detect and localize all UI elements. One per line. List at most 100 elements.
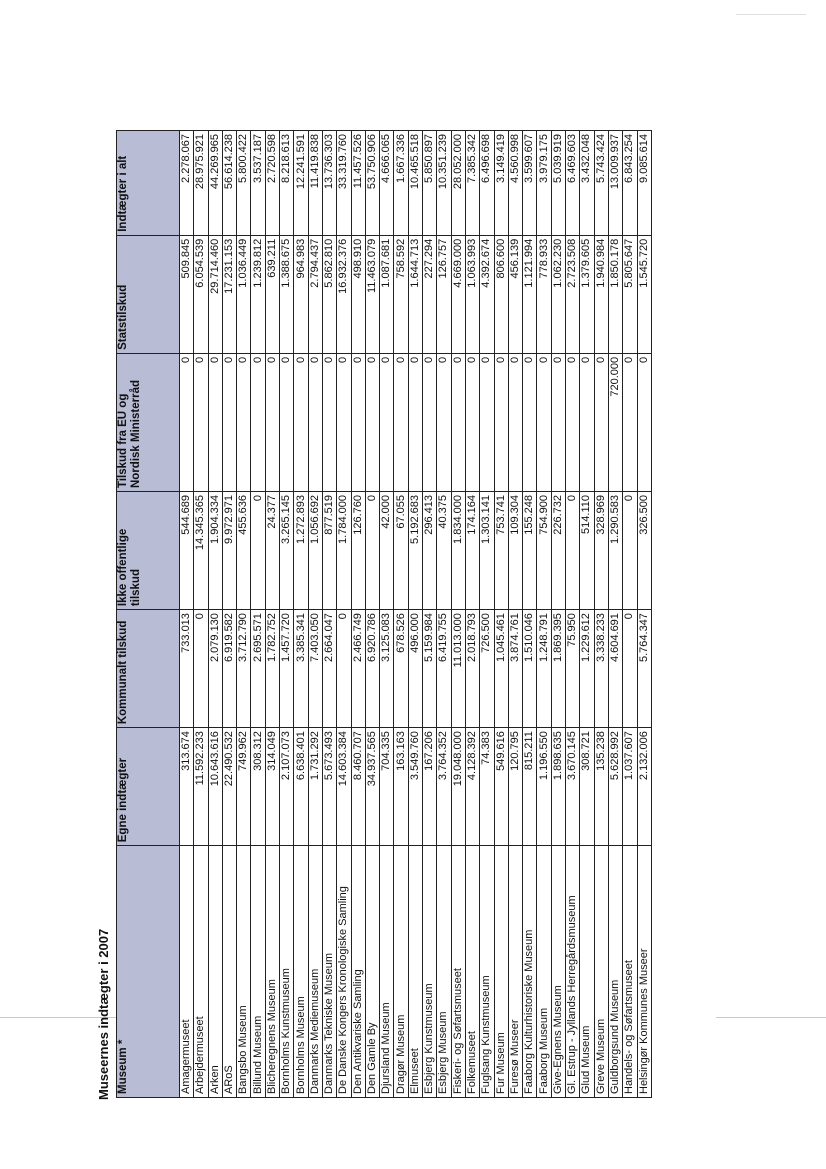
amount-cell: 9.085.614 bbox=[637, 130, 652, 236]
table-row: Folkemuseet 4.128.392 2.018.793 174.164 0 1.0… bbox=[465, 130, 480, 1098]
amount-cell: 0 bbox=[408, 353, 423, 492]
amount-cell: 24.377 bbox=[265, 491, 280, 610]
table-row: Den Gamle By 34.937.565 6.920.786 0 0 11.463.… bbox=[365, 130, 380, 1098]
amount-cell: 0 bbox=[193, 609, 209, 728]
amount-cell: 1.510.046 bbox=[522, 609, 537, 728]
table-row: Helsingør Kommunes Museer 2.132.006 5.764.… bbox=[637, 130, 652, 1098]
amount-cell: 67.055 bbox=[393, 491, 409, 610]
amount-cell: 2.466.749 bbox=[351, 609, 366, 728]
museum-name-cell: Fur Museum bbox=[494, 845, 509, 1098]
amount-cell: 1.834.000 bbox=[451, 491, 466, 610]
amount-cell: 33.319.760 bbox=[336, 130, 352, 236]
table-row: Bornholms Museum 6.638.401 3.385.341 1.272.… bbox=[293, 130, 309, 1098]
amount-cell: 14.345.365 bbox=[193, 491, 209, 610]
amount-cell: 74.383 bbox=[479, 727, 495, 846]
column-header: Museum * bbox=[116, 845, 180, 1098]
amount-cell: 2.107.073 bbox=[279, 727, 294, 846]
amount-cell: 3.338.233 bbox=[594, 609, 609, 728]
amount-cell: 0 bbox=[479, 353, 495, 492]
museum-name-cell: Blicheregnens Museum bbox=[265, 845, 280, 1098]
table-body: Amagermuseet 313.674 733.013 544.689 0 509.84… bbox=[179, 130, 652, 1098]
amount-cell: 2.695.571 bbox=[250, 609, 266, 728]
amount-cell: 75.950 bbox=[565, 609, 580, 728]
table-row: Arbejdermuseet 11.592.233 0 14.345.365 0 6.05… bbox=[193, 130, 209, 1098]
amount-cell: 12.241.591 bbox=[293, 130, 309, 236]
amount-cell: 749.962 bbox=[236, 727, 251, 846]
amount-cell: 1.045.461 bbox=[494, 609, 509, 728]
museum-name-cell: Guldborgsund Museum bbox=[608, 845, 623, 1098]
amount-cell: 13.009.937 bbox=[608, 130, 623, 236]
amount-cell: 0 bbox=[622, 491, 637, 610]
amount-cell: 326.500 bbox=[637, 491, 652, 610]
amount-cell: 1.062.230 bbox=[551, 235, 566, 354]
amount-cell: 1.272.893 bbox=[293, 491, 309, 610]
amount-cell: 10.351.239 bbox=[436, 130, 452, 236]
amount-cell: 3.712.790 bbox=[236, 609, 251, 728]
amount-cell: 53.750.906 bbox=[365, 130, 380, 236]
amount-cell: 2.018.793 bbox=[465, 609, 480, 728]
amount-cell: 6.469.603 bbox=[565, 130, 580, 236]
table-row: Fur Museum 549.616 1.045.461 753.741 0 806.60… bbox=[494, 130, 509, 1098]
museum-name-cell: Bangsbo Museum bbox=[236, 845, 251, 1098]
amount-cell: 0 bbox=[336, 353, 352, 492]
amount-cell: 226.732 bbox=[551, 491, 566, 610]
museum-name-cell: Greve Museum bbox=[594, 845, 609, 1098]
table-row: Glud Museum 308.721 1.229.612 514.110 0 1.379… bbox=[579, 130, 595, 1098]
amount-cell: 3.599.607 bbox=[522, 130, 537, 236]
amount-cell: 11.592.233 bbox=[193, 727, 209, 846]
amount-cell: 778.933 bbox=[536, 235, 552, 354]
amount-cell: 4.666.065 bbox=[379, 130, 394, 236]
amount-cell: 6.920.786 bbox=[365, 609, 380, 728]
amount-cell: 1.239.812 bbox=[250, 235, 266, 354]
table-row: Furesø Museer 120.795 3.874.761 109.304 0 456… bbox=[508, 130, 523, 1098]
museum-name-cell: De Danske Kongers Kronologiske Samling bbox=[336, 845, 352, 1098]
column-header: Statstilskud bbox=[116, 235, 180, 354]
amount-cell: 0 bbox=[393, 353, 409, 492]
amount-cell: 11.013.000 bbox=[451, 609, 466, 728]
amount-cell: 0 bbox=[594, 353, 609, 492]
table-row: Fuglsang Kunstmuseum 74.383 726.500 1.303.1… bbox=[479, 130, 495, 1098]
amount-cell: 40.375 bbox=[436, 491, 452, 610]
amount-cell: 2.723.508 bbox=[565, 235, 580, 354]
amount-cell: 0 bbox=[579, 353, 595, 492]
amount-cell: 5.850.897 bbox=[422, 130, 437, 236]
museum-name-cell: Esbjerg Kunstmuseum bbox=[422, 845, 437, 1098]
scan-artifact-line bbox=[0, 1017, 116, 1018]
amount-cell: 0 bbox=[536, 353, 552, 492]
amount-cell: 308.312 bbox=[250, 727, 266, 846]
amount-cell: 44.269.965 bbox=[208, 130, 223, 236]
table-row: Handels- og Søfartsmuseet 1.037.607 0 0 0 5.8… bbox=[622, 130, 637, 1098]
amount-cell: 3.537.187 bbox=[250, 130, 266, 236]
table-row: Esbjerg Museum 3.764.352 6.419.755 40.375 0 1… bbox=[436, 130, 452, 1098]
amount-cell: 3.125.083 bbox=[379, 609, 394, 728]
amount-cell: 1.898.635 bbox=[551, 727, 566, 846]
museum-name-cell: Djursland Museum bbox=[379, 845, 394, 1098]
table-row: Greve Museum 135.238 3.338.233 328.969 0 1.94… bbox=[594, 130, 609, 1098]
museum-name-cell: Give-Egnens Museum bbox=[551, 845, 566, 1098]
amount-cell: 0 bbox=[451, 353, 466, 492]
amount-cell: 6.843.254 bbox=[622, 130, 637, 236]
amount-cell: 0 bbox=[208, 353, 223, 492]
amount-cell: 0 bbox=[565, 491, 580, 610]
amount-cell: 28.975.921 bbox=[193, 130, 209, 236]
amount-cell: 1.037.607 bbox=[622, 727, 637, 846]
amount-cell: 704.335 bbox=[379, 727, 394, 846]
column-header: Indtægter i alt bbox=[116, 130, 180, 236]
amount-cell: 10.643.616 bbox=[208, 727, 223, 846]
museum-name-cell: Folkemuseet bbox=[465, 845, 480, 1098]
amount-cell: 4.392.674 bbox=[479, 235, 495, 354]
amount-cell: 0 bbox=[265, 353, 280, 492]
table-row: ARoS 22.490.532 6.919.582 9.972.971 0 17.231.… bbox=[222, 130, 237, 1098]
table-row: Bornholms Kunstmuseum 2.107.073 1.457.720 3… bbox=[279, 130, 294, 1098]
amount-cell: 1.904.334 bbox=[208, 491, 223, 610]
amount-cell: 2.079.130 bbox=[208, 609, 223, 728]
page-title: Museernes indtægter i 2007 bbox=[96, 928, 111, 1100]
museum-name-cell: Danmarks Tekniske Museum bbox=[322, 845, 337, 1098]
amount-cell: 0 bbox=[279, 353, 294, 492]
amount-cell: 1.784.000 bbox=[336, 491, 352, 610]
amount-cell: 4.604.691 bbox=[608, 609, 623, 728]
amount-cell: 3.874.761 bbox=[508, 609, 523, 728]
amount-cell: 720.000 bbox=[608, 353, 623, 492]
amount-cell: 109.304 bbox=[508, 491, 523, 610]
amount-cell: 5.039.919 bbox=[551, 130, 566, 236]
